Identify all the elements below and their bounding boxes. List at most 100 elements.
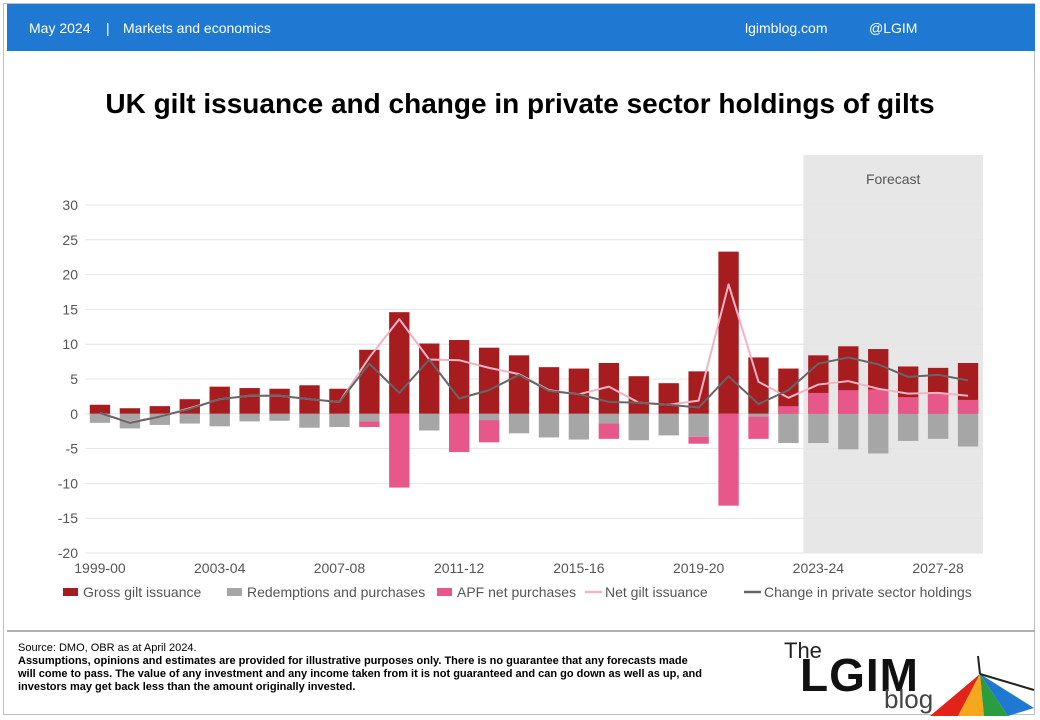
bar-redemptions (778, 413, 799, 444)
legend-swatch (227, 588, 242, 596)
legend-label: Net gilt issuance (605, 584, 708, 600)
bar-redemptions (508, 413, 530, 434)
disclaimer: Assumptions, opinions and estimates are … (18, 655, 702, 693)
bar-apf-net-purchases (718, 413, 739, 506)
bar-apf-net-purchases (868, 389, 889, 414)
bar-apf-net-purchases (897, 397, 919, 414)
bar-gross-issuance (119, 408, 141, 414)
bar-redemptions (927, 413, 949, 439)
x-tick-label: 1999-00 (74, 560, 126, 576)
bar-apf-net-purchases (778, 406, 799, 414)
legend-swatch (63, 588, 78, 596)
y-tick-label: -10 (58, 475, 78, 491)
x-tick-label: 2007-08 (314, 560, 366, 576)
bar-redemptions (658, 413, 679, 436)
logo-lgim: LGIM (800, 649, 919, 701)
bar-apf-net-purchases (957, 399, 979, 414)
bar-redemptions (628, 413, 649, 441)
chart-title: UK gilt issuance and change in private s… (105, 88, 935, 119)
lgim-blog-logo: The LGIM blog (760, 632, 1036, 716)
source-note: Source: DMO, OBR as at April 2024. (18, 642, 197, 654)
bar-redemptions (568, 413, 590, 440)
bar-redemptions (748, 413, 769, 417)
bar-redemptions (538, 413, 560, 438)
bar-gross-issuance (269, 388, 290, 414)
y-tick-label: 10 (62, 336, 78, 352)
x-tick-label: 2003-04 (194, 560, 246, 576)
bar-redemptions (179, 413, 200, 424)
y-tick-label: -15 (58, 510, 78, 526)
legend-label: Redemptions and purchases (247, 584, 425, 600)
bar-gross-issuance (718, 251, 739, 414)
bar-redemptions (239, 413, 260, 422)
legend-label: APF net purchases (457, 584, 576, 600)
footer-divider (7, 630, 1035, 632)
header-bar: May 2024 | Markets and economics lgimblo… (7, 4, 1035, 51)
header-handle-link[interactable]: @LGIM (869, 20, 918, 36)
bar-redemptions (89, 413, 111, 423)
legend-swatch (437, 588, 452, 596)
bar-apf-net-purchases (808, 392, 829, 414)
header-section: Markets and economics (123, 20, 271, 36)
bar-redemptions (299, 413, 320, 428)
bar-redemptions (808, 413, 829, 444)
bar-gross-issuance (149, 406, 171, 414)
bar-gross-issuance (478, 347, 500, 414)
bar-gross-issuance (448, 340, 470, 414)
legend-label: Change in private sector holdings (764, 584, 972, 600)
forecast-region (803, 155, 983, 553)
bar-gross-issuance (89, 404, 111, 414)
bar-apf-net-purchases (359, 421, 380, 428)
bar-apf-net-purchases (927, 392, 949, 414)
x-tick-label: 2015-16 (553, 560, 605, 576)
umbrella-icon (930, 655, 1035, 716)
y-tick-label: 25 (62, 232, 78, 248)
bar-gross-issuance (628, 376, 649, 414)
bar-apf-net-purchases (478, 420, 500, 443)
slide-frame (3, 3, 1035, 715)
bar-gross-issuance (508, 355, 530, 414)
header-date: May 2024 (29, 20, 91, 36)
y-tick-label: 30 (62, 197, 78, 213)
logo-blog: blog (884, 684, 934, 714)
bar-redemptions (269, 413, 290, 421)
bar-redemptions (868, 413, 889, 454)
bar-redemptions (209, 413, 230, 427)
x-tick-label: 2027-28 (912, 560, 964, 576)
bar-gross-issuance (359, 349, 380, 414)
y-tick-label: 0 (70, 406, 78, 422)
header-separator: | (106, 20, 110, 36)
bar-apf-net-purchases (448, 413, 470, 453)
y-tick-label: 15 (62, 301, 78, 317)
footer: Source: DMO, OBR as at April 2024. Assum… (18, 642, 708, 694)
line-change-private-holdings (99, 356, 969, 424)
bar-redemptions (688, 413, 709, 437)
bar-apf-net-purchases (838, 390, 859, 414)
bar-apf-net-purchases (598, 423, 620, 439)
bar-redemptions (598, 413, 620, 424)
bar-gross-issuance (658, 383, 679, 414)
bar-gross-issuance (419, 343, 440, 414)
bar-redemptions (478, 413, 500, 421)
bar-redemptions (419, 413, 440, 431)
bar-redemptions (149, 413, 171, 425)
bar-redemptions (957, 413, 979, 447)
bar-redemptions (329, 413, 350, 428)
bar-apf-net-purchases (748, 416, 769, 439)
header-site-link[interactable]: lgimblog.com (745, 20, 828, 36)
x-tick-label: 2019-20 (673, 560, 725, 576)
x-tick-label: 2023-24 (793, 560, 845, 576)
bar-redemptions (359, 413, 380, 422)
bar-gross-issuance (568, 368, 590, 414)
bar-redemptions (897, 413, 919, 441)
legend-label: Gross gilt issuance (83, 584, 201, 600)
logo-the: The (784, 638, 822, 663)
bar-redemptions (838, 413, 859, 450)
bar-apf-net-purchases (688, 436, 709, 444)
y-tick-label: -5 (66, 441, 79, 457)
forecast-label: Forecast (866, 171, 921, 187)
y-tick-label: 5 (70, 371, 78, 387)
y-tick-label: -20 (58, 545, 78, 561)
bar-apf-net-purchases (389, 413, 410, 488)
